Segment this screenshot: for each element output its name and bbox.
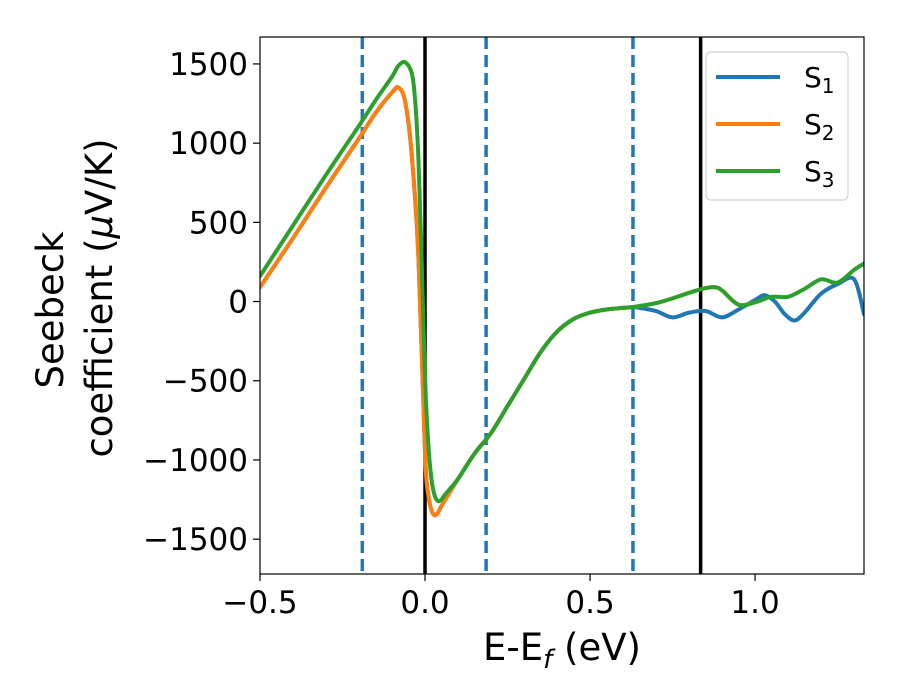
legend-label-s2: S2 — [804, 108, 835, 145]
x-axis-ticks: −0.5 0.0 0.5 1.0 — [222, 574, 780, 621]
series-line-s3 — [260, 59, 864, 504]
y-axis-label-text: coefficient ( — [78, 238, 121, 457]
legend: S1 S2 S3 — [705, 51, 849, 201]
legend-label-s3: S3 — [804, 155, 835, 192]
x-tick-label: 0.0 — [400, 585, 449, 621]
y-tick-label: 0 — [228, 285, 248, 321]
y-axis-label-line1: Seebeck — [29, 231, 72, 389]
y-axis-label-unit: V/K) — [78, 138, 121, 214]
x-axis-label-main: E-E — [483, 626, 543, 669]
y-axis-label-mu: μ — [78, 215, 121, 240]
y-tick-label: −1500 — [143, 522, 248, 558]
plot-frame — [259, 36, 865, 575]
x-axis-label: E-Ef (eV) — [483, 626, 641, 675]
y-tick-label: 1000 — [169, 126, 248, 162]
legend-items: S1 S2 S3 — [716, 61, 835, 192]
y-tick-label: −1000 — [143, 443, 248, 479]
series-lines — [260, 59, 864, 518]
y-axis-ticks: −1500 −1000 −500 0 500 1000 1500 — [143, 47, 260, 558]
y-axis-label-line2: coefficient (μV/K) — [78, 138, 121, 457]
y-tick-label: 500 — [189, 205, 248, 241]
x-tick-label: 0.5 — [565, 585, 614, 621]
y-tick-label: 1500 — [169, 47, 248, 83]
x-tick-label: 1.0 — [730, 585, 779, 621]
legend-label-s1: S1 — [804, 61, 835, 98]
series-line-s2 — [260, 85, 758, 518]
y-tick-label: −500 — [163, 364, 248, 400]
x-axis-label-unit: (eV) — [552, 626, 641, 669]
x-tick-label: −0.5 — [222, 585, 297, 621]
